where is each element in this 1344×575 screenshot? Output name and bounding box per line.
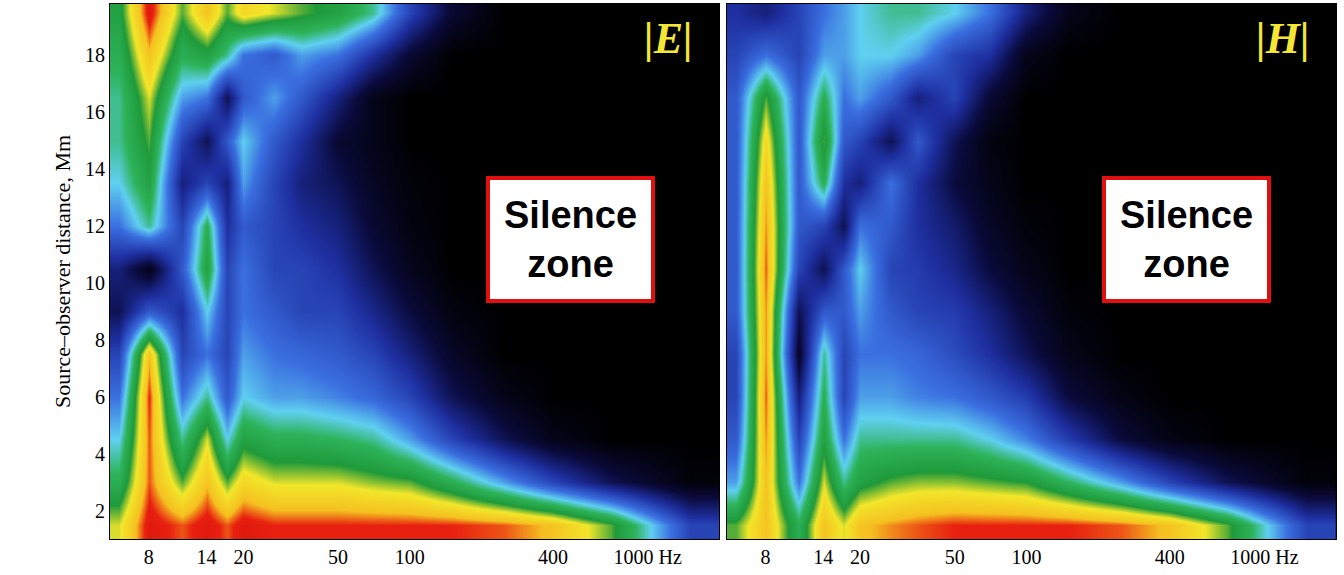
svg-text:1000 Hz: 1000 Hz: [614, 546, 682, 568]
svg-text:16: 16: [85, 101, 105, 123]
svg-text:14: 14: [197, 546, 217, 568]
svg-text:8: 8: [144, 546, 154, 568]
svg-text:14: 14: [85, 158, 105, 180]
svg-text:8: 8: [760, 546, 770, 568]
svg-text:Silencezone: Silencezone: [1120, 194, 1253, 285]
svg-text:18: 18: [85, 44, 105, 66]
svg-text:20: 20: [850, 546, 870, 568]
svg-text:6: 6: [95, 386, 105, 408]
svg-text:12: 12: [85, 215, 105, 237]
svg-text:Source–observer distance, Mm: Source–observer distance, Mm: [50, 135, 75, 408]
svg-text:4: 4: [95, 443, 105, 465]
svg-text:14: 14: [813, 546, 833, 568]
svg-text:100: 100: [395, 546, 425, 568]
svg-text:|H|: |H|: [1256, 14, 1310, 63]
svg-text:50: 50: [945, 546, 965, 568]
svg-text:8: 8: [95, 329, 105, 351]
svg-text:100: 100: [1011, 546, 1041, 568]
svg-text:2: 2: [95, 500, 105, 522]
svg-text:1000 Hz: 1000 Hz: [1230, 546, 1298, 568]
svg-text:20: 20: [233, 546, 253, 568]
svg-text:|E|: |E|: [644, 14, 693, 63]
svg-text:400: 400: [1155, 546, 1185, 568]
svg-text:Silencezone: Silencezone: [504, 194, 637, 285]
svg-text:10: 10: [85, 272, 105, 294]
svg-text:400: 400: [538, 546, 568, 568]
svg-text:50: 50: [328, 546, 348, 568]
